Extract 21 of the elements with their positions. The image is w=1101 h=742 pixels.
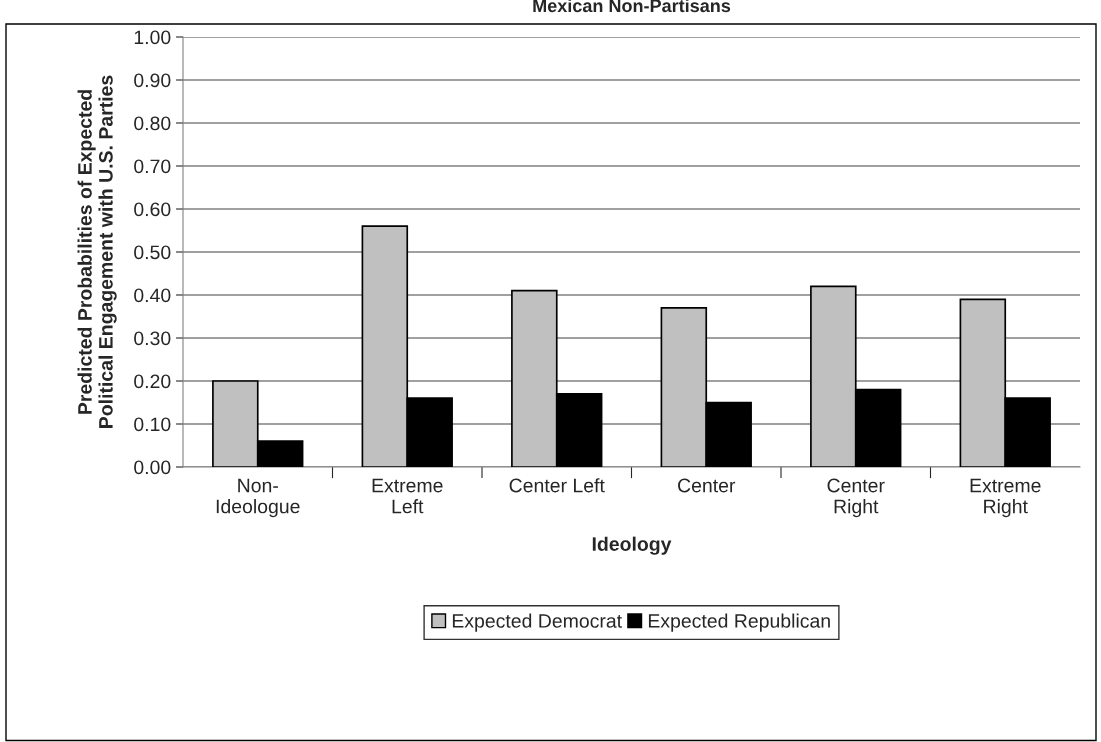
legend-label: Expected Democrat bbox=[452, 613, 622, 632]
x-tick-label: Non- Ideologue bbox=[216, 478, 300, 518]
y-tick-label: 0.70 bbox=[134, 159, 171, 174]
x-tick-label: Extreme Left bbox=[372, 478, 443, 514]
legend-label: Expected Republican bbox=[648, 613, 830, 632]
y-axis-title: Predicted Probabilities of Expected Political Engagement with U.S. Parties bbox=[77, 75, 117, 428]
y-tick-label: 0.50 bbox=[134, 245, 171, 260]
x-tick-label: Center bbox=[678, 478, 736, 493]
y-tick-label: 1.00 bbox=[134, 30, 171, 45]
y-tick-label: 0.20 bbox=[134, 374, 171, 389]
x-tick-label: Center Right bbox=[827, 478, 885, 518]
x-tick-label: Center Left bbox=[509, 478, 605, 493]
y-tick-label: 0.30 bbox=[134, 331, 171, 346]
y-tick-label: 0.10 bbox=[134, 417, 171, 432]
x-tick-label: Extreme Right bbox=[970, 478, 1041, 518]
x-axis-title: Ideology bbox=[592, 536, 672, 555]
y-tick-label: 0.40 bbox=[134, 288, 171, 303]
y-tick-label: 0.80 bbox=[134, 116, 171, 131]
y-tick-label: 0.00 bbox=[134, 460, 171, 475]
y-tick-label: 0.90 bbox=[134, 73, 171, 88]
y-tick-label: 0.60 bbox=[134, 202, 171, 217]
